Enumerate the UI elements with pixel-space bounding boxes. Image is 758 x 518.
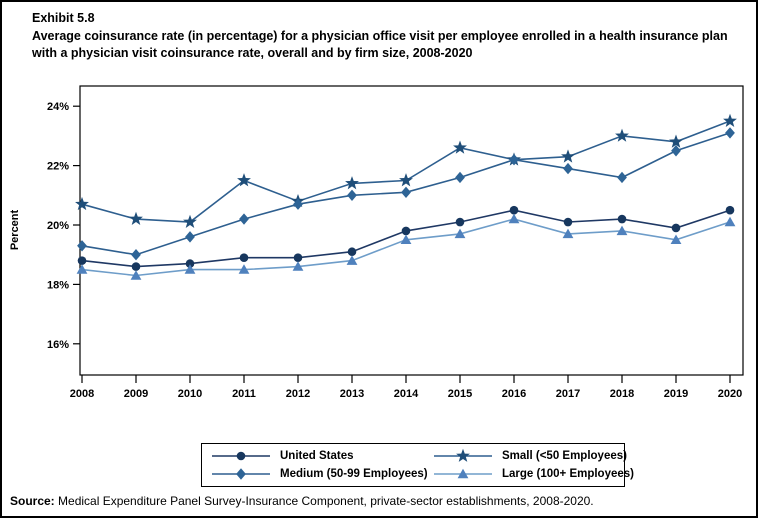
star-marker xyxy=(129,211,143,225)
circle-marker xyxy=(185,259,195,268)
x-axis-tick-label: 2008 xyxy=(70,388,94,400)
star-marker xyxy=(723,113,737,127)
x-axis-tick-label: 2020 xyxy=(718,388,742,400)
diamond-marker xyxy=(77,240,87,252)
diamond-marker xyxy=(131,249,141,261)
x-axis-tick-label: 2016 xyxy=(502,388,526,400)
star-marker xyxy=(345,176,359,190)
triangle-marker xyxy=(400,234,412,245)
y-axis-tick-label: 24% xyxy=(47,101,69,113)
triangle-marker xyxy=(670,234,682,245)
series-triangle xyxy=(76,213,736,280)
legend-marker-swatch xyxy=(434,448,492,462)
triangle-marker xyxy=(724,216,736,227)
legend-marker-swatch xyxy=(212,468,270,480)
diamond-marker xyxy=(347,189,357,201)
diamond-marker xyxy=(725,127,735,139)
star-marker xyxy=(75,196,89,211)
y-axis-tick-label: 18% xyxy=(47,279,69,291)
series-circle xyxy=(77,205,735,271)
x-axis-tick-label: 2011 xyxy=(232,388,256,400)
legend-item: Small (<50 Employees) xyxy=(432,447,627,465)
triangle-marker xyxy=(346,255,358,265)
source-label: Source: xyxy=(10,494,55,508)
triangle-marker xyxy=(562,228,574,239)
circle-marker xyxy=(671,223,681,233)
legend-item: Large (100+ Employees) xyxy=(432,465,634,483)
diamond-marker xyxy=(509,153,519,166)
legend-label: Large (100+ Employees) xyxy=(502,468,634,480)
diamond-marker xyxy=(617,171,627,184)
circle-marker xyxy=(509,205,519,215)
diamond-marker xyxy=(236,468,246,480)
circle-marker xyxy=(239,253,249,262)
star-marker xyxy=(399,173,413,187)
legend-item: Medium (50-99 Employees) xyxy=(210,465,432,483)
exhibit-number: Exhibit 5.8 xyxy=(32,11,95,25)
star-marker xyxy=(237,173,251,187)
x-axis-tick-label: 2019 xyxy=(664,388,688,400)
title-block: Exhibit 5.8 Average coinsurance rate (in… xyxy=(32,10,738,61)
circle-marker xyxy=(293,253,303,262)
y-axis-tick-label: 16% xyxy=(47,339,69,351)
diamond-marker xyxy=(563,162,573,175)
legend-label: United States xyxy=(280,450,354,462)
triangle-marker xyxy=(454,228,466,239)
source-text: Medical Expenditure Panel Survey-Insuran… xyxy=(54,494,594,508)
x-axis-tick-label: 2010 xyxy=(178,388,202,400)
circle-marker xyxy=(236,451,246,461)
circle-marker xyxy=(617,214,627,224)
legend-item: United States xyxy=(210,447,432,465)
star-marker xyxy=(561,149,575,163)
legend-label: Medium (50-99 Employees) xyxy=(280,468,428,480)
x-axis-tick-label: 2015 xyxy=(448,388,472,400)
star-marker xyxy=(669,134,683,148)
circle-marker xyxy=(455,217,465,227)
legend-marker-swatch xyxy=(434,468,492,479)
diamond-marker xyxy=(401,186,411,199)
y-axis-tick-label: 20% xyxy=(47,220,69,232)
circle-marker xyxy=(77,256,87,265)
chart-title: Average coinsurance rate (in percentage)… xyxy=(32,29,728,60)
legend-label: Small (<50 Employees) xyxy=(502,450,627,462)
triangle-marker xyxy=(238,264,250,274)
circle-marker xyxy=(725,205,735,215)
diamond-marker xyxy=(293,198,303,210)
x-axis-tick-label: 2013 xyxy=(340,388,364,400)
triangle-marker xyxy=(76,264,88,274)
star-marker xyxy=(615,128,629,142)
legend-marker-swatch xyxy=(212,451,270,461)
diamond-marker xyxy=(239,213,249,225)
star-marker xyxy=(183,214,197,228)
source-note: Source: Medical Expenditure Panel Survey… xyxy=(10,494,594,508)
triangle-marker xyxy=(184,264,196,274)
star-marker xyxy=(453,140,467,154)
plot-frame xyxy=(79,85,744,376)
y-axis-tick-label: 22% xyxy=(47,161,69,173)
circle-marker xyxy=(401,226,411,236)
diamond-marker xyxy=(455,171,465,184)
triangle-marker xyxy=(130,270,142,280)
triangle-marker xyxy=(616,225,628,236)
x-axis-tick-label: 2012 xyxy=(286,388,310,400)
star-marker xyxy=(456,448,470,462)
x-axis-tick-label: 2018 xyxy=(610,388,634,400)
circle-marker xyxy=(563,217,573,227)
y-axis-title: Percent xyxy=(9,209,21,250)
line-chart-canvas: 16% 18% 20% 22% 24% 2008 2009 2010 2011 2012 2013 2… xyxy=(9,85,744,400)
x-axis-tick-label: 2017 xyxy=(556,388,580,400)
circle-marker xyxy=(347,247,357,257)
chart-legend: United States Small (<50 Employees) Medium… xyxy=(201,443,634,487)
diamond-marker xyxy=(185,231,195,243)
x-axis-tick-label: 2009 xyxy=(124,388,148,400)
x-axis-tick-label: 2014 xyxy=(394,388,419,400)
triangle-marker xyxy=(457,468,469,479)
triangle-marker xyxy=(508,213,520,224)
triangle-marker xyxy=(292,261,304,271)
circle-marker xyxy=(131,262,141,271)
series-star xyxy=(75,113,737,228)
